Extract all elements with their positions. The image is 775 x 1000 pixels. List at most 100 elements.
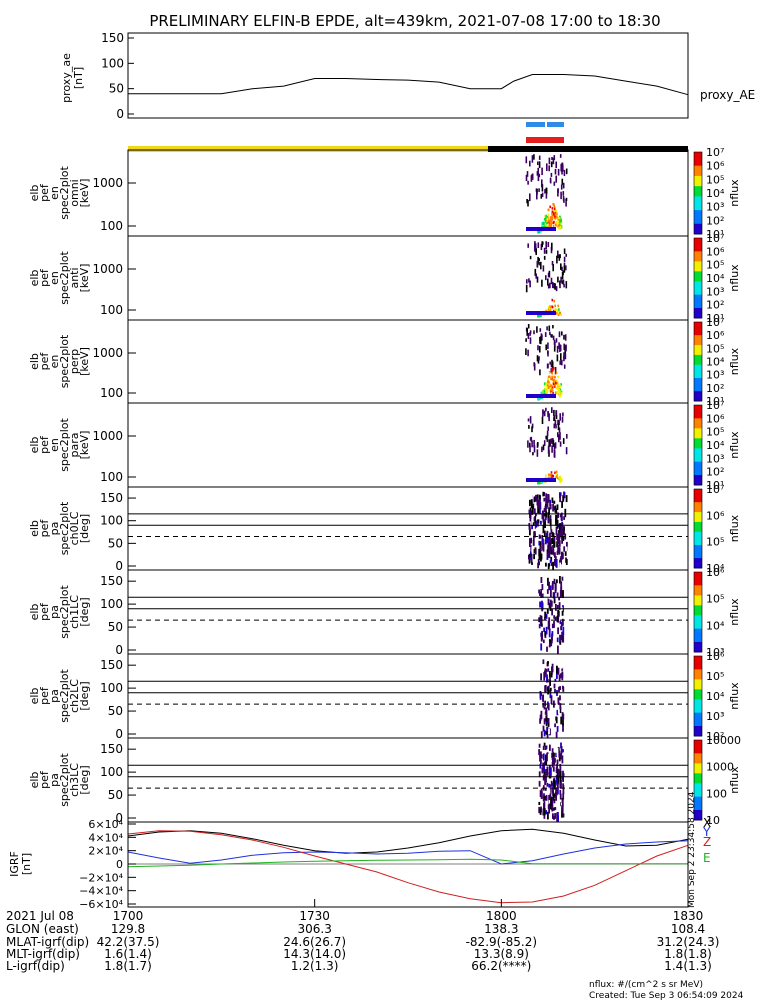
heat-cell (538, 155, 541, 160)
heat-cell (553, 207, 556, 211)
heat-cell (547, 426, 549, 431)
heat-cell (557, 304, 559, 308)
heat-cell (526, 328, 528, 336)
heat-cell (526, 171, 529, 177)
heat-cell (536, 260, 539, 268)
heat-cell (544, 631, 547, 637)
heat-cell (537, 242, 540, 249)
colorbar-cell (694, 656, 702, 660)
heat-cell (543, 718, 546, 725)
heat-cell (559, 514, 562, 518)
heat-cell (555, 526, 558, 535)
y-tick-label: −6×10⁴ (79, 898, 123, 911)
heat-cell (556, 726, 559, 732)
heat-cell (553, 779, 556, 788)
x-tick-label: 1700 (113, 909, 144, 923)
heat-cell (546, 163, 548, 171)
heat-cell (554, 367, 557, 375)
heat-cell (531, 155, 534, 163)
heat-cell (543, 389, 546, 393)
heat-cell (549, 473, 551, 477)
heat-cell (537, 442, 539, 447)
colorbar-cell (694, 254, 702, 259)
colorbar-label-text: nflux (728, 431, 741, 459)
heat-cell (543, 255, 546, 260)
colorbar-cell (694, 284, 702, 289)
heat-cell (550, 172, 553, 177)
heat-cell (551, 386, 554, 389)
heat-cell (553, 815, 555, 820)
heat-cell (560, 383, 562, 386)
colorbar-cell (694, 669, 702, 674)
ylabel-line: elb (28, 520, 41, 537)
heat-cell (532, 522, 535, 527)
heat-cell (543, 218, 546, 221)
heat-cell (555, 731, 558, 739)
y-tick-label: 100 (100, 219, 123, 233)
heat-cell (539, 369, 541, 376)
heat-cell (529, 193, 531, 202)
colorbar-cell (694, 786, 702, 791)
colorbar-cell (694, 391, 702, 395)
heat-cell (560, 191, 562, 200)
heat-cell (549, 387, 551, 390)
heat-cell (561, 170, 563, 175)
heat-cell (558, 427, 561, 433)
colorbar-cell (694, 512, 702, 516)
heat-cell (547, 811, 549, 820)
heat-cell (548, 413, 550, 422)
heat-cell (556, 550, 559, 556)
y-tick-label: −2×10⁴ (79, 871, 123, 884)
heat-cell (552, 548, 555, 555)
y-tick-label: 50 (108, 620, 123, 634)
heat-cell (528, 526, 531, 530)
heat-cell (546, 608, 549, 614)
heat-cell (557, 313, 560, 317)
ylabel-line: pa (48, 605, 61, 619)
heat-cell (540, 546, 542, 552)
y-tick-label: 100 (100, 514, 123, 528)
heat-cell (553, 807, 555, 811)
heat-cell (557, 776, 560, 785)
heat-cell (562, 438, 565, 444)
colorbar-cell (694, 702, 702, 707)
heat-cell (545, 769, 547, 775)
heat-cell (546, 384, 548, 388)
colorbar-cell (694, 458, 702, 463)
heat-cell (556, 387, 559, 390)
heat-cell (532, 452, 534, 456)
heat-cell (553, 155, 556, 161)
heat-cell (555, 338, 558, 343)
heat-cell (545, 562, 547, 567)
heat-cell (544, 611, 547, 619)
heat-cell (534, 268, 537, 276)
heat-cell (560, 625, 562, 631)
heat-cell (562, 590, 564, 599)
y-tick-label: 1000 (92, 346, 123, 360)
heat-cell (560, 635, 563, 641)
colorbar-cell (694, 248, 702, 252)
colorbar-cell (694, 505, 702, 510)
heat-cell (553, 299, 555, 303)
heat-cell (546, 662, 549, 667)
y-tick-label: 0 (115, 559, 123, 573)
heat-cell (550, 562, 553, 567)
heat-cell (551, 531, 554, 536)
heat-cell (539, 619, 542, 626)
heat-cell (553, 598, 556, 604)
colorbar-tick: 10³ (706, 369, 724, 382)
colorbar-cell (694, 189, 702, 194)
colorbar-cell (694, 238, 702, 242)
colorbar-cell (694, 551, 702, 556)
colorbar-cell (694, 743, 702, 748)
colorbar-cell (694, 368, 702, 372)
y-tick-label: 0 (115, 727, 123, 741)
heat-cell (536, 188, 538, 193)
colorbar-cell (694, 216, 702, 221)
heat-cell (550, 695, 553, 704)
heat-cell (532, 537, 535, 546)
heat-cell (533, 154, 535, 160)
heat-cell (549, 216, 552, 219)
heat-cell (545, 216, 547, 220)
colorbar-cell (694, 740, 702, 744)
